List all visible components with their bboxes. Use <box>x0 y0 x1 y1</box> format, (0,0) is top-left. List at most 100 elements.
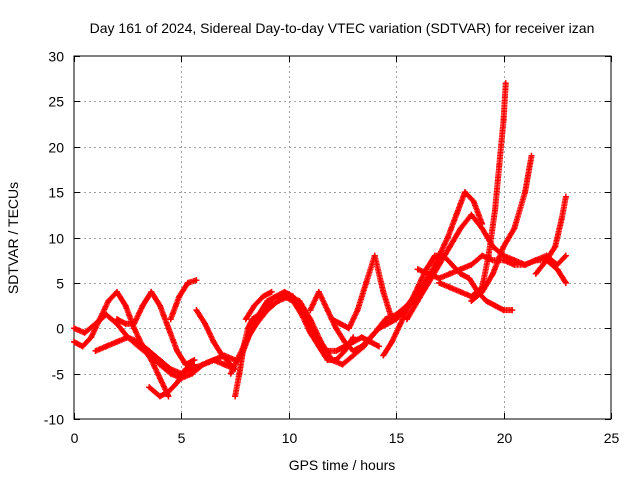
data-point <box>468 211 475 218</box>
y-tick-label: 20 <box>48 140 64 156</box>
data-point <box>350 334 357 341</box>
data-point <box>79 343 86 350</box>
data-point <box>496 161 503 168</box>
data-point <box>103 343 110 350</box>
data-point <box>358 343 365 350</box>
data-point <box>457 225 464 232</box>
x-tick-label: 25 <box>604 430 620 446</box>
data-point <box>414 284 421 291</box>
data-point <box>457 288 464 295</box>
series-pass-16 <box>414 252 569 286</box>
data-point <box>339 361 346 368</box>
y-tick-label: 10 <box>48 231 64 247</box>
data-point <box>500 243 507 250</box>
data-point <box>436 279 443 286</box>
data-point <box>113 288 120 295</box>
data-point <box>470 198 477 205</box>
y-tick-label: -10 <box>44 412 64 428</box>
data-point <box>350 347 357 354</box>
data-point <box>92 320 99 327</box>
x-tick-label: 20 <box>497 430 513 446</box>
y-tick-label: -5 <box>52 367 65 383</box>
data-point <box>165 325 172 332</box>
data-point <box>71 325 77 332</box>
data-point <box>425 279 432 286</box>
data-point <box>446 284 453 291</box>
data-point <box>193 307 200 314</box>
data-point <box>468 298 475 305</box>
data-point <box>210 357 217 364</box>
data-point <box>268 288 275 295</box>
data-point <box>210 338 217 345</box>
data-point <box>388 338 395 345</box>
data-point <box>522 261 529 268</box>
data-point <box>219 352 226 359</box>
data-point <box>337 320 344 327</box>
y-tick-label: 5 <box>56 276 64 292</box>
data-point <box>436 261 443 268</box>
data-point <box>532 257 539 264</box>
x-tick-label: 5 <box>178 430 186 446</box>
data-point <box>184 279 191 286</box>
data-point <box>425 270 432 277</box>
series-pass-6 <box>167 277 200 323</box>
series-pass-5 <box>146 361 198 400</box>
data-point <box>202 320 209 327</box>
data-point <box>260 293 267 300</box>
data-point <box>174 347 181 354</box>
data-point <box>272 293 279 300</box>
data-point <box>324 357 331 364</box>
x-axis-label: GPS time / hours <box>289 457 396 473</box>
data-point <box>406 302 413 309</box>
data-point <box>376 343 383 350</box>
data-point <box>414 298 421 305</box>
data-point <box>511 225 518 232</box>
plot-frame <box>73 55 612 420</box>
data-point <box>221 361 228 368</box>
data-point <box>446 243 453 250</box>
data-point <box>380 288 387 295</box>
data-point <box>146 384 153 391</box>
x-tick-label: 0 <box>71 430 79 446</box>
data-point <box>333 325 340 332</box>
data-point <box>397 320 404 327</box>
data-point <box>236 370 243 377</box>
data-point <box>238 352 245 359</box>
data-point <box>296 298 303 305</box>
data-point <box>532 270 539 277</box>
data-point <box>307 329 314 336</box>
data-point <box>500 257 507 264</box>
data-point <box>307 307 314 314</box>
data-point <box>554 266 561 273</box>
data-point <box>139 302 146 309</box>
data-point <box>500 116 507 123</box>
data-point <box>483 298 490 305</box>
y-tick-label: 25 <box>48 94 64 110</box>
data-point <box>328 316 335 323</box>
data-point <box>255 311 262 318</box>
data-point <box>414 266 421 273</box>
data-point <box>199 361 206 368</box>
data-point <box>453 211 460 218</box>
data-point <box>103 311 110 318</box>
data-point <box>500 307 507 314</box>
data-point <box>367 334 374 341</box>
data-point <box>71 338 77 345</box>
data-point <box>479 252 486 259</box>
series-pass-17 <box>436 80 509 300</box>
data-point <box>264 307 271 314</box>
data-point <box>333 357 340 364</box>
data-point <box>492 207 499 214</box>
data-point <box>167 316 174 323</box>
data-point <box>384 320 391 327</box>
data-point <box>446 270 453 277</box>
data-point <box>457 266 464 273</box>
data-point <box>81 329 88 336</box>
data-point <box>318 338 325 345</box>
data-point <box>382 316 389 323</box>
data-point <box>562 252 569 259</box>
data-point <box>492 302 499 309</box>
data-point <box>528 152 535 159</box>
